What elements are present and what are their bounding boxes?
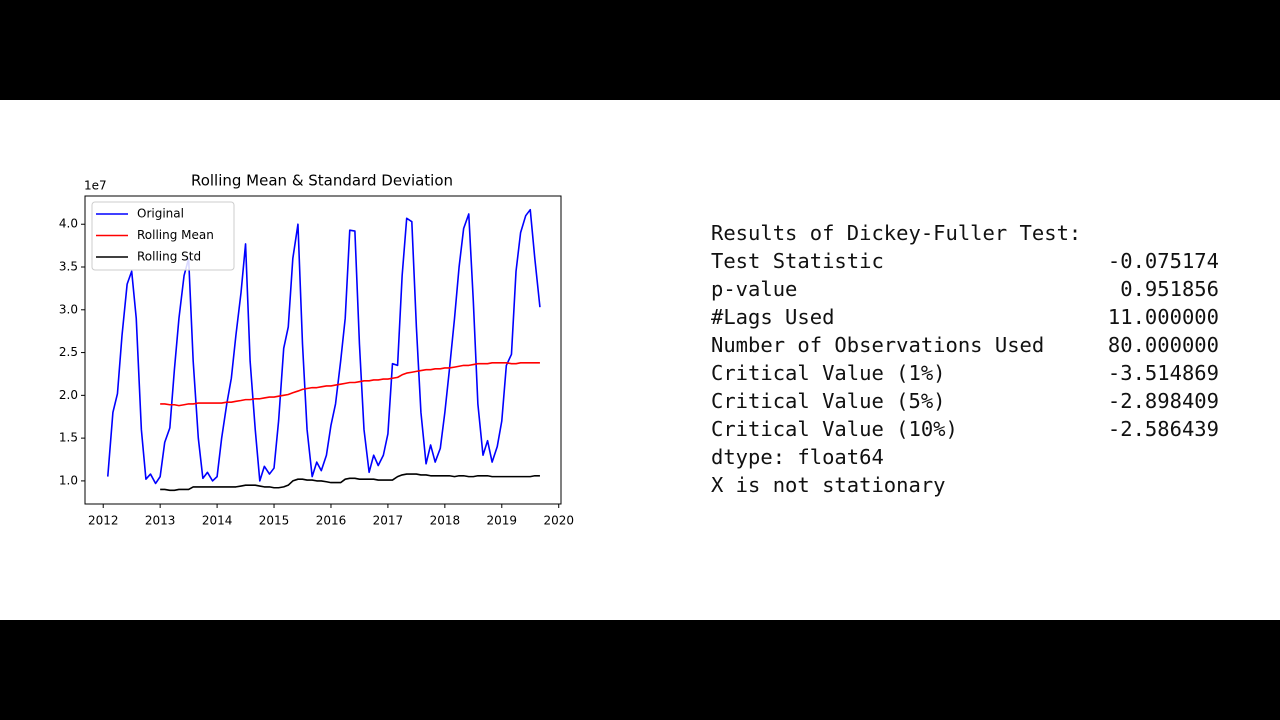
y-tick-label: 4.0 bbox=[59, 217, 78, 231]
row-label: Test Statistic bbox=[711, 249, 884, 273]
x-tick-label: 2013 bbox=[145, 514, 176, 528]
letterbox-bottom bbox=[0, 620, 1280, 720]
y-tick-label: 2.5 bbox=[59, 345, 78, 359]
x-tick-label: 2016 bbox=[316, 514, 347, 528]
legend-label: Rolling Std bbox=[137, 250, 201, 264]
y-offset-label: 1e7 bbox=[84, 179, 107, 193]
x-tick-label: 2018 bbox=[430, 514, 461, 528]
x-tick-label: 2020 bbox=[543, 514, 574, 528]
row-label: Critical Value (5%) bbox=[711, 389, 946, 413]
row-value: -3.514869 bbox=[1107, 361, 1219, 385]
row-label: Number of Observations Used bbox=[711, 333, 1045, 357]
row-label: Critical Value (10%) bbox=[711, 417, 958, 441]
letterbox-top bbox=[0, 0, 1280, 100]
plot-frame bbox=[84, 195, 562, 505]
row-label: #Lags Used bbox=[711, 305, 835, 329]
test-output: Results of Dickey-Fuller Test: Test Stati… bbox=[711, 219, 1219, 499]
output-row: #Lags Used 11.000000 bbox=[711, 303, 1219, 331]
output-conclusion: X is not stationary bbox=[711, 473, 946, 497]
output-title: Results of Dickey-Fuller Test: bbox=[711, 221, 1082, 245]
row-value: 0.951856 bbox=[1120, 277, 1219, 301]
legend-box bbox=[91, 201, 235, 271]
legend-label: Original bbox=[137, 207, 184, 221]
x-tick-label: 2019 bbox=[487, 514, 518, 528]
x-tick-label: 2017 bbox=[373, 514, 404, 528]
output-row: Critical Value (10%) -2.586439 bbox=[711, 415, 1219, 443]
y-tick-label: 3.5 bbox=[59, 260, 78, 274]
output-row: Test Statistic -0.075174 bbox=[711, 247, 1219, 275]
row-value: -2.586439 bbox=[1107, 417, 1219, 441]
row-value: 11.000000 bbox=[1107, 305, 1219, 329]
y-tick-label: 3.0 bbox=[59, 302, 78, 316]
row-value: -2.898409 bbox=[1107, 389, 1219, 413]
series-line bbox=[160, 362, 540, 407]
row-value: 80.000000 bbox=[1107, 333, 1219, 357]
row-label: p-value bbox=[711, 277, 798, 301]
output-dtype: dtype: float64 bbox=[711, 445, 884, 469]
x-tick-label: 2012 bbox=[88, 514, 119, 528]
y-tick-label: 1.0 bbox=[59, 473, 78, 487]
row-value: -0.075174 bbox=[1107, 249, 1219, 273]
x-tick-label: 2015 bbox=[259, 514, 290, 528]
legend-label: Rolling Mean bbox=[137, 228, 214, 242]
series-line bbox=[106, 208, 541, 485]
x-tick-label: 2014 bbox=[202, 514, 233, 528]
output-row: Number of Observations Used 80.000000 bbox=[711, 331, 1219, 359]
chart-title: Rolling Mean & Standard Deviation bbox=[191, 172, 453, 190]
chart: Rolling Mean & Standard Deviation 1e7 1.… bbox=[59, 172, 574, 528]
row-label: Critical Value (1%) bbox=[711, 361, 946, 385]
output-row: Critical Value (5%) -2.898409 bbox=[711, 387, 1219, 415]
output-row: p-value 0.951856 bbox=[711, 275, 1219, 303]
output-row: Critical Value (1%) -3.514869 bbox=[711, 359, 1219, 387]
y-tick-label: 2.0 bbox=[59, 388, 78, 402]
y-tick-label: 1.5 bbox=[59, 431, 78, 445]
series-line bbox=[160, 473, 540, 492]
